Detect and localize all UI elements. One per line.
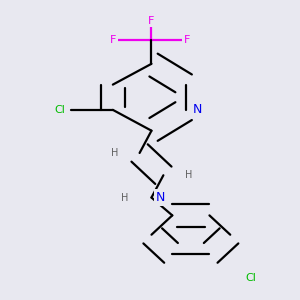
Text: H: H <box>121 193 128 202</box>
Text: Cl: Cl <box>246 273 256 283</box>
Text: N: N <box>193 103 202 116</box>
Text: Cl: Cl <box>54 105 65 115</box>
Text: H: H <box>185 170 192 180</box>
Text: N: N <box>156 191 165 204</box>
Text: F: F <box>184 35 190 45</box>
Text: F: F <box>148 16 155 26</box>
Text: F: F <box>110 35 116 45</box>
Text: H: H <box>111 148 118 158</box>
